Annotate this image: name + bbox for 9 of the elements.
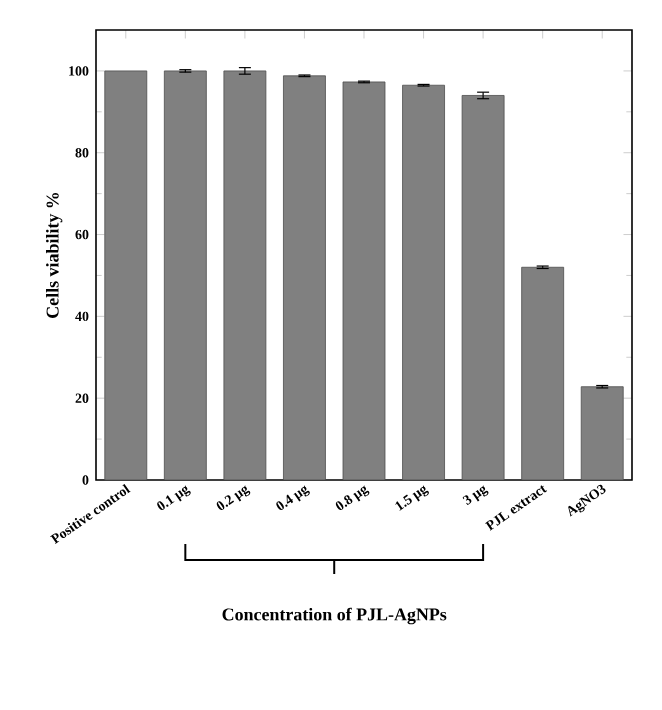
y-axis-title: Cells viability % [46,192,63,318]
bar [521,267,564,480]
bar [343,81,385,480]
x-axis-title: Concentration of PJL-AgNPs [222,607,447,625]
bar [462,95,505,480]
bar [223,70,266,480]
bar [283,75,326,480]
bar [402,85,445,480]
bar [164,70,207,480]
